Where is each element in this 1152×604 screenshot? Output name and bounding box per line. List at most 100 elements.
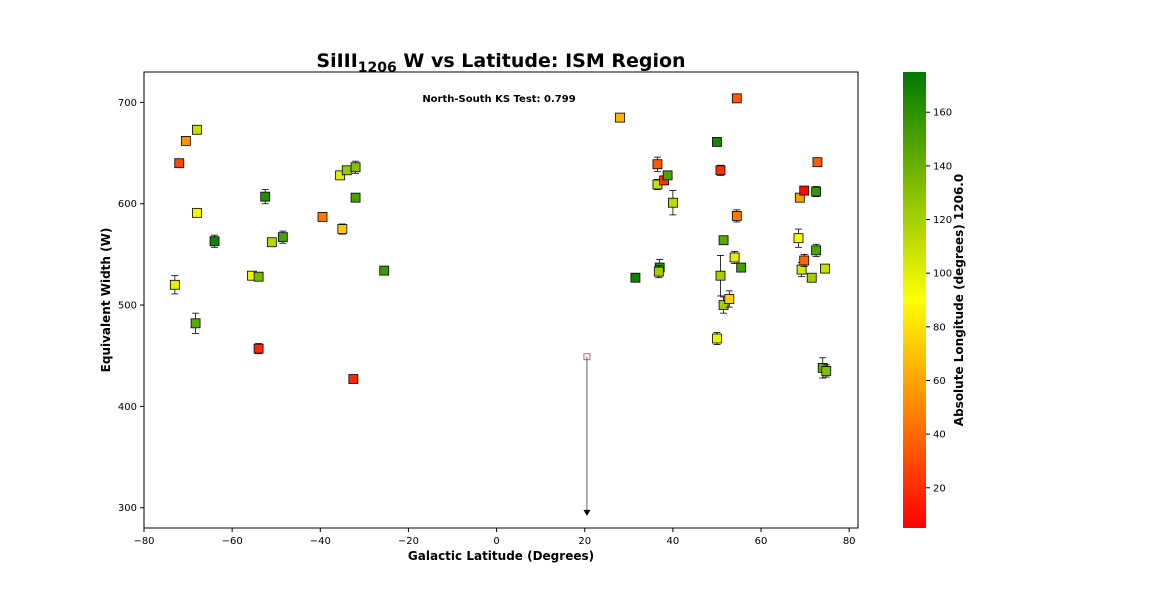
- y-tick-label: 400: [118, 402, 137, 413]
- x-tick-label: 40: [667, 536, 680, 547]
- marker: [793, 233, 804, 244]
- data-point: [277, 230, 288, 244]
- data-point: [348, 374, 359, 384]
- y-tick-label: 700: [118, 98, 137, 109]
- marker: [615, 112, 625, 123]
- marker: [191, 207, 202, 218]
- data-point: [812, 157, 823, 168]
- colorbar: [903, 72, 926, 528]
- marker: [169, 279, 180, 290]
- y-tick-label: 600: [118, 199, 137, 210]
- data-point: [317, 212, 328, 222]
- upper-limit-marker: [583, 353, 591, 361]
- data-point: [169, 275, 180, 295]
- colorbar-label: Absolute Longitude (degrees) 1206.0: [952, 174, 966, 426]
- marker: [277, 232, 288, 243]
- y-axis-label: Equivalent Width (W): [99, 228, 113, 373]
- colorbar-axis: 20 40 60 80 100 120 140 160: [926, 108, 952, 494]
- marker: [667, 197, 678, 208]
- marker: [715, 270, 726, 281]
- data-point: [583, 353, 591, 516]
- data-point: [253, 271, 264, 282]
- marker: [180, 136, 191, 146]
- data-point: [806, 272, 817, 283]
- marker: [712, 333, 722, 344]
- marker: [341, 165, 352, 176]
- data-point: [811, 243, 822, 257]
- x-tick-label: −60: [222, 536, 243, 547]
- chart-title-main: SiIII: [316, 50, 357, 72]
- data-point: [731, 209, 742, 223]
- data-point: [191, 207, 202, 218]
- x-tick-label: −80: [133, 536, 154, 547]
- marker: [811, 245, 822, 256]
- y-tick-label: 300: [118, 503, 137, 514]
- marker: [799, 255, 810, 266]
- marker: [191, 124, 202, 135]
- marker: [266, 237, 277, 248]
- marker: [253, 271, 264, 282]
- data-point: [667, 190, 678, 216]
- colorbar-tick-label: 40: [933, 430, 946, 441]
- marker: [812, 157, 823, 168]
- data-point: [630, 272, 641, 283]
- data-point: [253, 343, 264, 355]
- data-point: [820, 263, 830, 274]
- marker: [715, 165, 726, 176]
- chart-title-rest: W vs Latitude: ISM Region: [397, 50, 686, 72]
- marker: [718, 235, 729, 246]
- x-tick-label: 20: [578, 536, 591, 547]
- data-point: [191, 124, 202, 135]
- data-point: [174, 158, 185, 169]
- data-point: [821, 364, 832, 378]
- upper-limit-arrow: [583, 509, 591, 516]
- data-point: [379, 265, 390, 276]
- marker: [630, 272, 641, 283]
- data-point: [715, 164, 726, 176]
- x-axis-label: Galactic Latitude (Degrees): [408, 549, 594, 563]
- colorbar-tick-label: 120: [933, 215, 952, 226]
- marker: [653, 266, 664, 277]
- data-point: [350, 192, 361, 203]
- marker: [348, 374, 359, 384]
- marker: [209, 236, 220, 247]
- marker: [811, 186, 822, 197]
- data-point: [724, 290, 735, 308]
- data-point: [799, 253, 810, 267]
- marker: [821, 366, 832, 376]
- marker: [799, 185, 810, 196]
- marker: [731, 93, 742, 104]
- marker: [379, 265, 390, 276]
- plot-area: [143, 71, 859, 529]
- ks-test-annotation: North-South KS Test: 0.799: [422, 94, 575, 105]
- marker: [662, 170, 673, 181]
- data-point: [615, 112, 625, 123]
- colorbar-tick-label: 140: [933, 161, 952, 172]
- x-axis: −80 −60 −40 −20 0 20 40 60 80: [133, 528, 856, 547]
- marker: [260, 191, 271, 202]
- marker: [718, 300, 729, 310]
- y-axis: 300 400 500 600 700: [118, 98, 144, 514]
- y-tick-label: 500: [118, 301, 137, 312]
- marker: [652, 159, 663, 170]
- marker: [335, 170, 346, 181]
- colorbar-tick-label: 100: [933, 269, 952, 280]
- marker: [317, 212, 328, 222]
- marker: [350, 162, 361, 173]
- x-tick-label: 80: [843, 536, 856, 547]
- data-point: [190, 312, 201, 334]
- colorbar-tick-label: 80: [933, 322, 946, 333]
- data-point: [341, 165, 352, 176]
- data-point: [180, 136, 191, 146]
- x-tick-label: 60: [755, 536, 768, 547]
- data-points: [169, 93, 832, 516]
- data-point: [799, 185, 810, 196]
- data-point: [652, 156, 663, 172]
- data-point: [729, 250, 740, 264]
- marker: [724, 294, 735, 304]
- colorbar-tick-label: 20: [933, 483, 946, 494]
- marker: [806, 272, 817, 283]
- marker: [712, 137, 722, 147]
- marker: [729, 252, 740, 263]
